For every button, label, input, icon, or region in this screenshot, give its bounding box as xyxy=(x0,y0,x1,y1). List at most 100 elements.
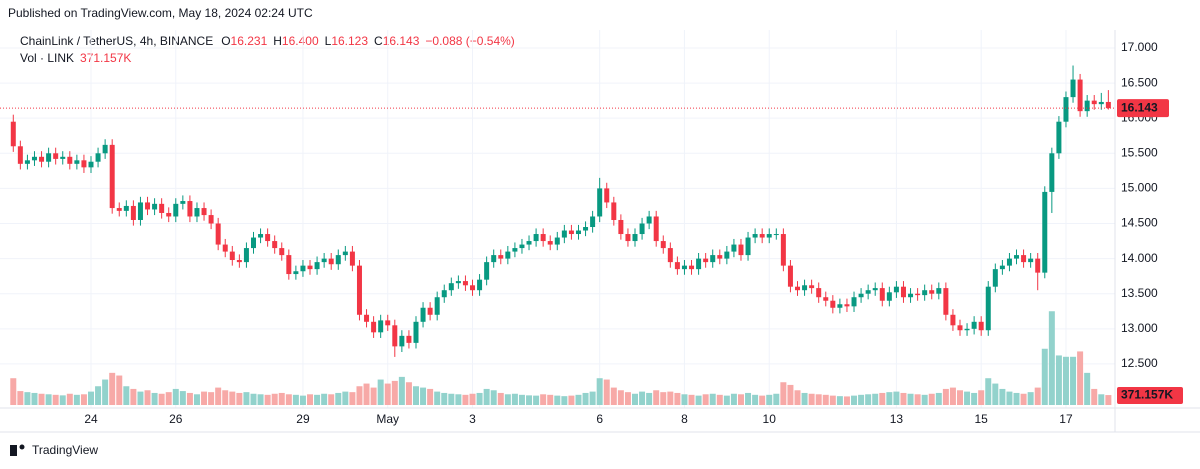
volume-bar xyxy=(822,394,829,405)
candle-body xyxy=(222,244,228,252)
volume-bar xyxy=(1041,348,1048,405)
volume-bar xyxy=(420,387,427,405)
candle-body xyxy=(646,216,652,224)
volume-bar xyxy=(95,386,102,405)
candle-body xyxy=(109,144,115,209)
candle-body xyxy=(1021,255,1027,263)
volume-bar xyxy=(179,391,186,405)
volume-bar xyxy=(956,390,963,405)
candle-body xyxy=(434,297,440,315)
volume-bar xyxy=(900,392,907,405)
volume-bar xyxy=(942,388,949,405)
volume-bar xyxy=(554,395,561,405)
x-tick-label: 13 xyxy=(890,412,904,426)
volume-bar xyxy=(116,375,123,405)
volume-bar xyxy=(949,387,956,405)
volume-bar xyxy=(1070,356,1077,405)
candle-body xyxy=(95,153,101,162)
volume-bar xyxy=(921,394,928,405)
volume-bar xyxy=(646,392,653,405)
candle-body xyxy=(102,144,108,154)
y-tick-label: 15.000 xyxy=(1121,181,1158,195)
volume-bar xyxy=(596,378,603,405)
candle-body xyxy=(724,251,730,259)
volume-bar xyxy=(1027,392,1034,405)
volume-bar xyxy=(137,391,144,405)
candle-body xyxy=(999,265,1005,270)
last-volume-label: 371.157K xyxy=(1121,388,1173,402)
ohlc-label: O xyxy=(221,34,230,48)
y-tick-label: 14.000 xyxy=(1121,251,1158,265)
volume-bar xyxy=(448,393,455,405)
volume-bar xyxy=(617,390,624,405)
volume-bar xyxy=(709,393,716,405)
volume-bar xyxy=(73,394,80,405)
candle-body xyxy=(1070,79,1076,98)
x-tick-label: 26 xyxy=(169,412,183,426)
volume-bar xyxy=(999,388,1006,405)
candle-body xyxy=(618,219,624,235)
candle-body xyxy=(46,153,52,162)
volume-bar xyxy=(702,394,709,405)
candle-body xyxy=(936,288,942,294)
ohlc-value: 16.231 xyxy=(231,34,268,48)
x-tick-label: 17 xyxy=(1059,412,1073,426)
candle-body xyxy=(39,156,45,162)
candle-body xyxy=(519,244,525,249)
candle-body xyxy=(60,156,66,159)
volume-bar xyxy=(271,393,278,405)
volume-bar xyxy=(872,393,879,405)
candle-body xyxy=(116,208,122,211)
candle-body xyxy=(795,286,800,291)
candle-body xyxy=(1006,258,1012,266)
candle-body xyxy=(187,201,193,217)
candle-body xyxy=(978,321,984,331)
volume-bar xyxy=(222,390,229,405)
volume-bar xyxy=(674,392,681,405)
volume-bar xyxy=(483,388,490,405)
candle-body xyxy=(173,203,179,217)
volume-bar xyxy=(66,393,73,405)
candle-body xyxy=(681,265,687,270)
candle-body xyxy=(1028,258,1034,263)
volume-bar xyxy=(526,395,533,405)
candle-body xyxy=(674,262,680,270)
change: −0.088 (−0.54%) xyxy=(425,34,514,48)
volume-bar xyxy=(208,392,215,405)
candle-body xyxy=(364,314,370,322)
candle-body xyxy=(286,255,292,275)
ohlc-value: 16.400 xyxy=(282,34,319,48)
volume-bar xyxy=(243,392,250,405)
volume-bar xyxy=(1077,351,1084,405)
volume-bar xyxy=(978,390,985,405)
volume-bar xyxy=(130,388,137,405)
candle-body xyxy=(844,304,850,307)
volume-bar xyxy=(45,394,52,405)
candle-body xyxy=(462,281,468,286)
candle-body xyxy=(81,160,87,168)
volume-bar xyxy=(229,391,236,405)
x-tick-label: 3 xyxy=(469,412,476,426)
volume-bar xyxy=(427,388,434,405)
volume-bar xyxy=(328,394,335,405)
ohlc-label: L xyxy=(325,34,332,48)
candle-body xyxy=(561,230,567,238)
candle-body xyxy=(1077,79,1083,112)
candle-body xyxy=(816,288,822,298)
volume-bar xyxy=(928,393,935,405)
candle-body xyxy=(74,160,80,164)
volume-bar xyxy=(964,391,971,405)
candle-body xyxy=(145,202,151,210)
volume-bar xyxy=(794,390,801,405)
volume-bar xyxy=(201,391,208,405)
volume-bar xyxy=(582,392,589,405)
volume-bar xyxy=(886,392,893,405)
candle-body xyxy=(554,237,560,245)
volume-bar xyxy=(490,390,497,405)
candle-body xyxy=(208,215,214,224)
volume-bar xyxy=(851,395,858,405)
volume-bar xyxy=(307,394,314,405)
candle-body xyxy=(611,202,617,220)
candle-body xyxy=(159,203,165,213)
candle-body xyxy=(922,290,928,296)
